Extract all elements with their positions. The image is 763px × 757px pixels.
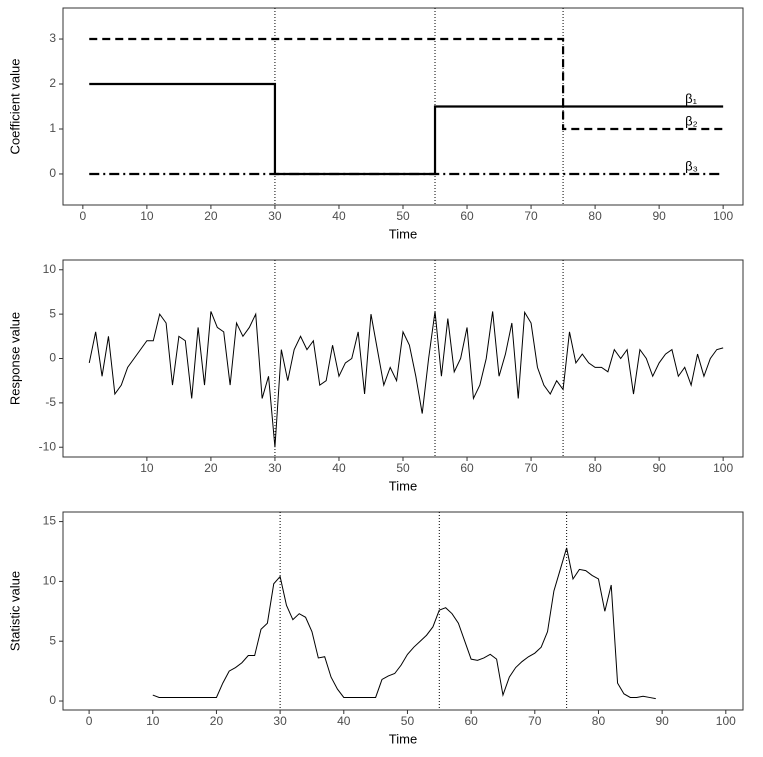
x-tick-label: 60 (464, 714, 478, 728)
y-tick-label: 10 (43, 262, 57, 276)
x-tick-label: 70 (528, 714, 542, 728)
y-tick-label: 2 (49, 76, 56, 90)
y-axis-title: Coefficient value (7, 59, 22, 155)
x-tick-label: 50 (396, 461, 410, 475)
x-axis-title: Time (389, 226, 417, 241)
x-tick-label: 40 (337, 714, 351, 728)
x-tick-label: 20 (204, 209, 218, 223)
plot-border (62, 259, 744, 458)
x-tick-label: 20 (204, 461, 218, 475)
y-tick-label: 5 (49, 306, 56, 320)
x-tick-label: 60 (460, 209, 474, 223)
x-tick-label: 90 (652, 209, 666, 223)
series-label: β₂ (685, 113, 698, 128)
x-tick-label: 100 (716, 714, 736, 728)
plot-border (62, 511, 744, 711)
series-label: β₁ (685, 91, 697, 106)
x-axis-title: Time (389, 731, 417, 746)
panel: 0 10 20 30 40 50 60 70 80 90 100 0 1 2 3 β₁ β₂ β₃ Time Coef… (7, 7, 744, 241)
x-tick-label: 10 (140, 461, 154, 475)
x-tick-label: 100 (713, 461, 733, 475)
y-axis-title: Statistic value (7, 571, 22, 651)
x-tick-label: 50 (396, 209, 410, 223)
x-tick-label: 90 (652, 461, 666, 475)
y-tick-label: 3 (49, 31, 56, 45)
x-tick-label: 40 (332, 461, 346, 475)
x-axis-title: Time (389, 478, 417, 493)
y-tick-label: 0 (49, 693, 56, 707)
x-tick-label: 20 (210, 714, 224, 728)
x-tick-label: 50 (401, 714, 415, 728)
x-tick-label: 40 (332, 209, 346, 223)
data-line (152, 547, 656, 700)
y-tick-label: -10 (39, 439, 57, 453)
x-tick-label: 30 (268, 461, 282, 475)
y-axis-title: Response value (7, 312, 22, 405)
series-label: β₃ (685, 158, 698, 173)
y-tick-label: 0 (49, 351, 56, 365)
y-tick-label: 5 (49, 633, 56, 647)
x-tick-label: 10 (146, 714, 160, 728)
x-tick-label: 70 (524, 209, 538, 223)
panel: 0 10 20 30 40 50 60 70 80 90 100 0 5 10 15 Time Statisti… (7, 511, 744, 746)
data-line (88, 310, 724, 448)
x-tick-label: 80 (592, 714, 606, 728)
x-tick-label: 10 (140, 209, 154, 223)
x-tick-label: 90 (655, 714, 669, 728)
x-tick-label: 100 (713, 209, 733, 223)
y-tick-label: -5 (45, 395, 56, 409)
x-tick-label: 30 (268, 209, 282, 223)
x-tick-label: 70 (524, 461, 538, 475)
x-tick-label: 60 (460, 461, 474, 475)
panel: 10 20 30 40 50 60 70 80 90 100 -10 -5 0 5 10 Time Respon… (7, 259, 744, 493)
x-tick-label: 30 (273, 714, 287, 728)
data-line (89, 37, 724, 131)
y-tick-label: 0 (49, 166, 56, 180)
x-tick-label: 80 (588, 461, 602, 475)
y-tick-label: 15 (43, 514, 57, 528)
x-tick-label: 80 (588, 209, 602, 223)
x-tick-label: 0 (80, 209, 87, 223)
x-tick-label: 0 (86, 714, 93, 728)
y-tick-label: 1 (49, 121, 56, 135)
y-tick-label: 10 (43, 574, 57, 588)
